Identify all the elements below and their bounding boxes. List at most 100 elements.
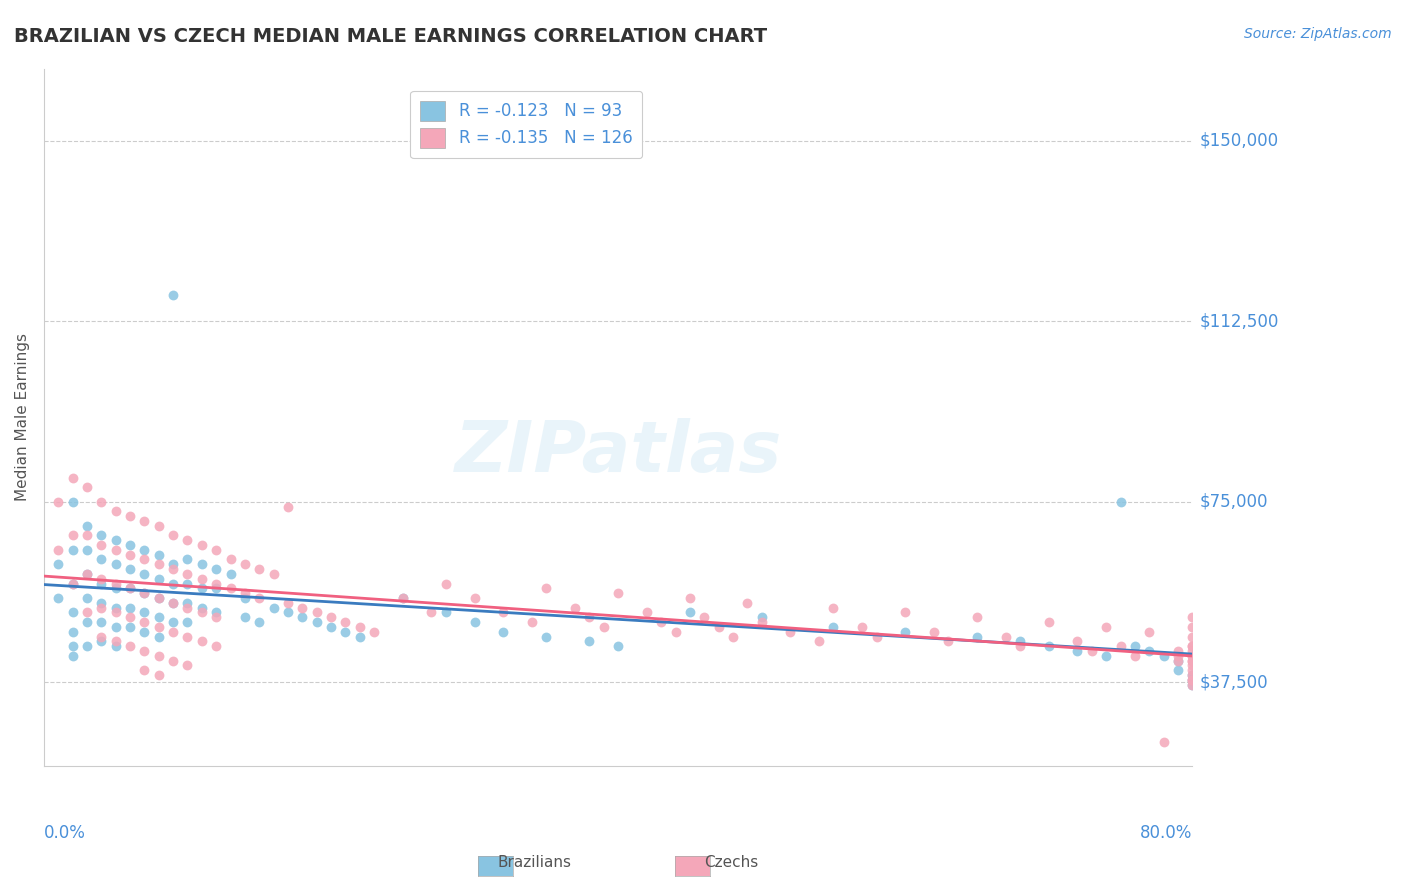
Point <box>664 624 686 639</box>
Point <box>118 538 141 552</box>
Point <box>76 615 98 629</box>
Point <box>536 630 558 644</box>
Point <box>219 582 242 596</box>
Point <box>205 639 228 653</box>
Point <box>391 591 413 605</box>
Point <box>1167 654 1189 668</box>
Point <box>1167 663 1189 677</box>
Point <box>1181 673 1204 687</box>
Point <box>148 668 170 682</box>
Point <box>1081 644 1104 658</box>
Point <box>420 606 443 620</box>
Point <box>176 596 198 610</box>
Point <box>1123 648 1146 663</box>
Point <box>1181 610 1204 624</box>
Point <box>62 648 84 663</box>
Y-axis label: Median Male Earnings: Median Male Earnings <box>15 334 30 501</box>
Point <box>118 620 141 634</box>
Point <box>134 514 156 528</box>
Point <box>1181 648 1204 663</box>
Point <box>90 538 112 552</box>
Point <box>564 600 586 615</box>
Point <box>162 596 184 610</box>
Point <box>118 562 141 576</box>
Text: BRAZILIAN VS CZECH MEDIAN MALE EARNINGS CORRELATION CHART: BRAZILIAN VS CZECH MEDIAN MALE EARNINGS … <box>14 27 768 45</box>
Point <box>134 566 156 581</box>
Point <box>1181 654 1204 668</box>
Point <box>46 494 69 508</box>
Point <box>162 558 184 572</box>
Point <box>62 471 84 485</box>
Point <box>90 494 112 508</box>
Point <box>104 504 127 518</box>
Point <box>391 591 413 605</box>
Point <box>1181 663 1204 677</box>
Point <box>966 610 988 624</box>
Point <box>1095 648 1118 663</box>
Point <box>76 518 98 533</box>
Point <box>277 596 299 610</box>
Point <box>1167 644 1189 658</box>
Point <box>162 596 184 610</box>
Point <box>104 542 127 557</box>
Point <box>1066 644 1088 658</box>
Point <box>219 552 242 566</box>
Point <box>104 558 127 572</box>
Point <box>191 538 214 552</box>
Point <box>291 600 314 615</box>
Point <box>62 576 84 591</box>
Point <box>1181 678 1204 692</box>
Point <box>1123 639 1146 653</box>
Point <box>76 542 98 557</box>
Point <box>650 615 672 629</box>
Point <box>90 552 112 566</box>
Point <box>104 620 127 634</box>
Point <box>76 591 98 605</box>
Point <box>994 630 1017 644</box>
Point <box>118 610 141 624</box>
Point <box>305 606 328 620</box>
Point <box>247 615 270 629</box>
Point <box>118 582 141 596</box>
Point <box>90 634 112 648</box>
Point <box>62 606 84 620</box>
Point <box>1181 654 1204 668</box>
Point <box>46 591 69 605</box>
Point <box>134 606 156 620</box>
Point <box>104 639 127 653</box>
Point <box>1137 624 1160 639</box>
Point <box>492 624 515 639</box>
Point <box>349 620 371 634</box>
Point <box>578 634 600 648</box>
Point <box>578 610 600 624</box>
Point <box>176 566 198 581</box>
Point <box>922 624 945 639</box>
Point <box>1109 639 1132 653</box>
Point <box>76 528 98 542</box>
Point <box>162 615 184 629</box>
Point <box>148 648 170 663</box>
Point <box>1153 648 1175 663</box>
Point <box>1181 668 1204 682</box>
Point <box>76 566 98 581</box>
Point <box>104 606 127 620</box>
Point <box>104 634 127 648</box>
Point <box>707 620 730 634</box>
Point <box>90 630 112 644</box>
Point <box>335 615 357 629</box>
Text: $37,500: $37,500 <box>1199 673 1268 691</box>
Text: Source: ZipAtlas.com: Source: ZipAtlas.com <box>1244 27 1392 41</box>
Point <box>90 615 112 629</box>
Point <box>219 566 242 581</box>
Point <box>464 615 486 629</box>
Point <box>693 610 716 624</box>
Point <box>464 591 486 605</box>
Point <box>305 615 328 629</box>
Point <box>205 562 228 576</box>
Point <box>1109 494 1132 508</box>
Point <box>134 615 156 629</box>
Point <box>162 528 184 542</box>
Point <box>1181 648 1204 663</box>
Point <box>134 644 156 658</box>
Point <box>1038 615 1060 629</box>
